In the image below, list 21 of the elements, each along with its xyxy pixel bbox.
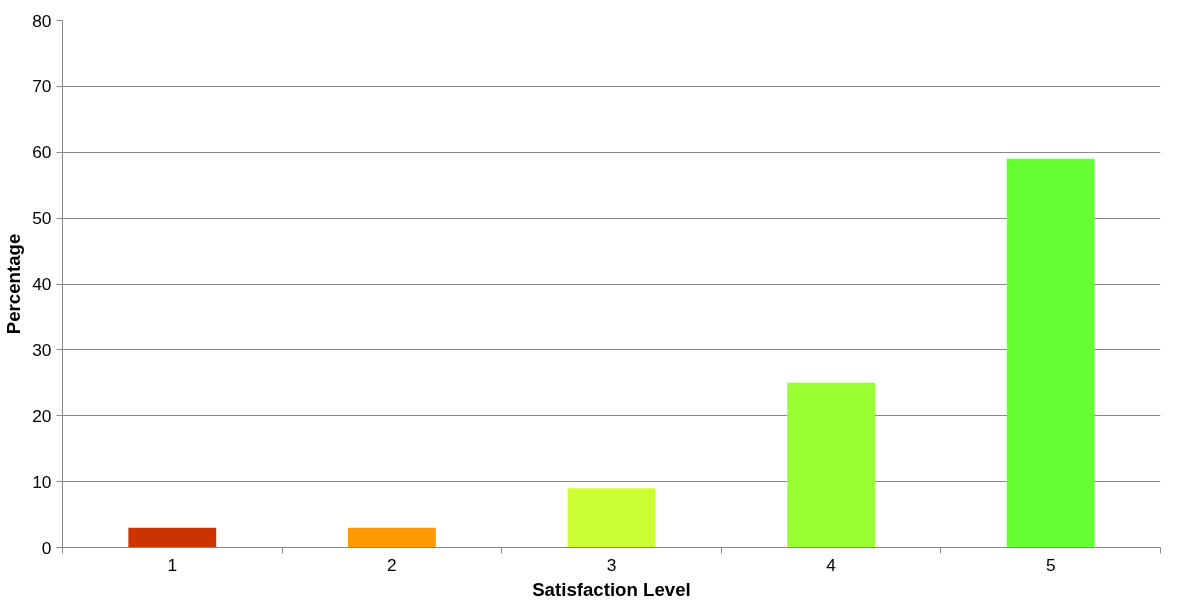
bar <box>567 488 656 548</box>
bar <box>787 382 876 548</box>
y-tick-label: 70 <box>32 76 52 97</box>
x-tick-label: 3 <box>606 554 617 575</box>
y-tick-label: 80 <box>32 10 52 31</box>
y-tick-label: 50 <box>32 208 52 229</box>
y-axis-title: Percentage <box>3 233 25 335</box>
x-tick-label: 5 <box>1045 554 1056 575</box>
y-tick-label: 10 <box>32 471 52 492</box>
x-tick-label: 2 <box>387 554 397 575</box>
y-tick-label: 60 <box>32 142 52 163</box>
x-tick-label: 1 <box>167 554 178 575</box>
bar <box>128 527 217 548</box>
bar <box>1006 158 1095 548</box>
bar <box>347 527 436 548</box>
y-tick-label: 20 <box>32 405 52 426</box>
x-tick-label: 4 <box>826 554 837 575</box>
y-tick-label: 30 <box>32 339 52 360</box>
y-tick-label: 40 <box>32 274 52 294</box>
y-tick-label: 0 <box>41 537 52 558</box>
x-axis-title: Satisfaction Level <box>532 578 691 600</box>
